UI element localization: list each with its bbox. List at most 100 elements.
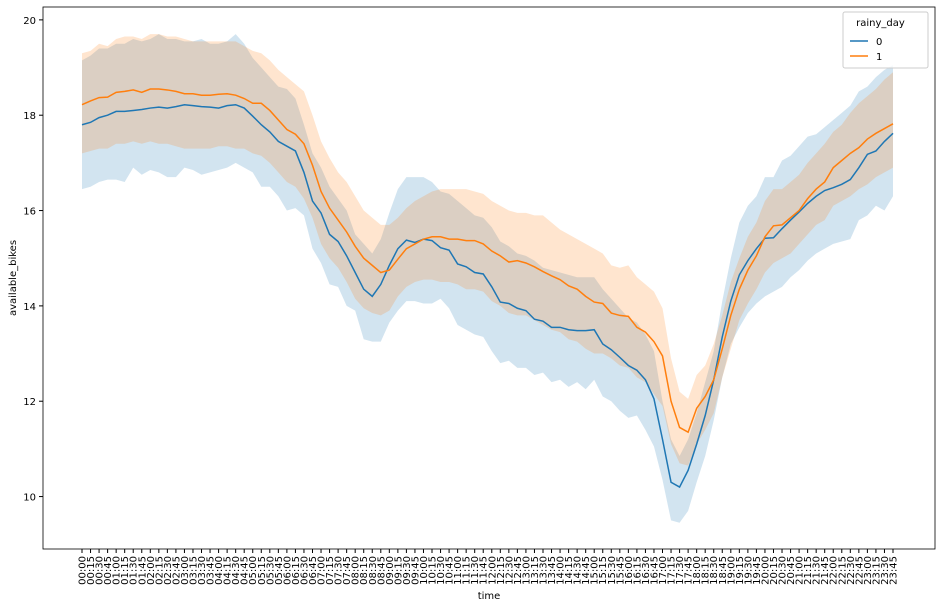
x-tick-label: 14:00 <box>556 556 567 585</box>
x-tick-label: 02:15 <box>154 556 165 585</box>
x-tick-label: 13:00 <box>521 556 532 585</box>
x-tick-label: 22:45 <box>854 556 865 585</box>
x-tick-label: 19:00 <box>726 556 737 585</box>
x-tick-label: 14:45 <box>581 556 592 585</box>
y-tick-label: 10 <box>23 493 36 504</box>
legend: rainy_day 0 1 <box>842 11 929 69</box>
legend-box <box>842 11 929 69</box>
y-tick-label: 18 <box>23 111 36 122</box>
x-tick-label: 14:30 <box>573 556 584 585</box>
x-tick-label: 07:45 <box>342 556 353 585</box>
x-tick-label: 11:45 <box>479 556 490 585</box>
x-tick-label: 00:00 <box>78 556 89 585</box>
x-tick-label: 03:15 <box>188 556 199 585</box>
y-tick-label: 16 <box>23 207 36 218</box>
x-tick-label: 18:15 <box>701 556 712 585</box>
x-tick-label: 07:30 <box>334 556 345 585</box>
x-tick-label: 07:15 <box>325 556 336 585</box>
x-tick-label: 01:30 <box>129 556 140 585</box>
x-axis-label: time <box>478 591 501 602</box>
confidence-band <box>82 34 893 523</box>
x-tick-label: 05:15 <box>257 556 268 585</box>
x-tick-label: 03:00 <box>180 556 191 585</box>
x-tick-label: 05:30 <box>265 556 276 585</box>
legend-title: rainy_day <box>856 18 905 29</box>
x-tick-label: 06:00 <box>282 556 293 585</box>
x-tick-label: 03:30 <box>197 556 208 585</box>
x-tick-label: 09:45 <box>410 556 421 585</box>
x-tick-label: 02:30 <box>163 556 174 585</box>
x-tick-label: 15:45 <box>615 556 626 585</box>
x-tick-label: 12:45 <box>513 556 524 585</box>
line <box>81 103 894 489</box>
x-tick-label: 03:45 <box>206 556 217 585</box>
x-tick-label: 13:15 <box>530 556 541 585</box>
x-tick-label: 00:30 <box>95 556 106 585</box>
x-tick-label: 12:00 <box>487 556 498 585</box>
x-tick-label: 15:00 <box>590 556 601 585</box>
x-tick-label: 10:15 <box>428 556 439 585</box>
x-tick-label: 07:00 <box>317 556 328 585</box>
x-tick-label: 10:00 <box>419 556 430 585</box>
legend-label: 0 <box>876 37 882 48</box>
x-tick-label: 04:30 <box>231 556 242 585</box>
x-tick-label: 21:15 <box>803 556 814 585</box>
x-tick-label: 17:00 <box>658 556 669 585</box>
x-tick-label: 19:45 <box>752 556 763 585</box>
x-tick-label: 20:00 <box>760 556 771 585</box>
x-tick-label: 16:15 <box>632 556 643 585</box>
x-tick-label: 06:45 <box>308 556 319 585</box>
y-tick-label: 20 <box>23 16 36 27</box>
x-tick-label: 10:30 <box>436 556 447 585</box>
x-tick-label: 20:45 <box>786 556 797 585</box>
x-tick-label: 18:00 <box>692 556 703 585</box>
x-tick-label: 04:15 <box>223 556 234 585</box>
x-tick-label: 21:00 <box>795 556 806 585</box>
x-tick-label: 12:15 <box>496 556 507 585</box>
x-tick-label: 15:30 <box>607 556 618 585</box>
y-tick-label: 14 <box>23 302 36 313</box>
line <box>81 88 894 434</box>
x-tick-label: 08:15 <box>359 556 370 585</box>
x-tick-label: 09:15 <box>393 556 404 585</box>
x-tick-label: 20:15 <box>769 556 780 585</box>
x-tick-label: 15:15 <box>598 556 609 585</box>
x-tick-label: 22:30 <box>846 556 857 585</box>
x-tick-label: 08:45 <box>376 556 387 585</box>
x-tick-label: 16:00 <box>624 556 635 585</box>
x-tick-label: 04:45 <box>240 556 251 585</box>
x-tick-label: 16:45 <box>649 556 660 585</box>
x-tick-label: 23:15 <box>871 556 882 585</box>
x-tick-label: 13:45 <box>547 556 558 585</box>
confidence-band <box>82 34 893 466</box>
x-tick-label: 17:15 <box>667 556 678 585</box>
x-tick-label: 06:30 <box>299 556 310 585</box>
plot-frame <box>42 6 936 550</box>
x-tick-label: 02:45 <box>171 556 182 585</box>
x-tick-label: 11:15 <box>462 556 473 585</box>
x-tick-label: 11:00 <box>453 556 464 585</box>
x-tick-label: 18:45 <box>718 556 729 585</box>
x-tick-label: 09:00 <box>385 556 396 585</box>
x-tick-label: 16:30 <box>641 556 652 585</box>
x-tick-label: 00:15 <box>86 556 97 585</box>
x-tick-label: 23:30 <box>880 556 891 585</box>
x-tick-label: 17:45 <box>684 556 695 585</box>
x-tick-label: 11:30 <box>470 556 481 585</box>
x-tick-label: 18:30 <box>709 556 720 585</box>
x-tick-label: 13:30 <box>538 556 549 585</box>
x-tick-label: 06:15 <box>291 556 302 585</box>
x-tick-label: 01:45 <box>137 556 148 585</box>
x-tick-label: 23:45 <box>889 556 900 585</box>
x-tick-label: 20:30 <box>778 556 789 585</box>
x-tick-label: 02:00 <box>146 556 157 585</box>
x-tick-label: 05:45 <box>274 556 285 585</box>
legend-label: 1 <box>876 52 882 63</box>
y-tick-label: 12 <box>23 397 36 408</box>
x-tick-label: 08:00 <box>351 556 362 585</box>
y-axis-label: available_bikes <box>8 240 19 316</box>
x-tick-label: 09:30 <box>402 556 413 585</box>
x-tick-label: 19:15 <box>735 556 746 585</box>
x-tick-label: 08:30 <box>368 556 379 585</box>
